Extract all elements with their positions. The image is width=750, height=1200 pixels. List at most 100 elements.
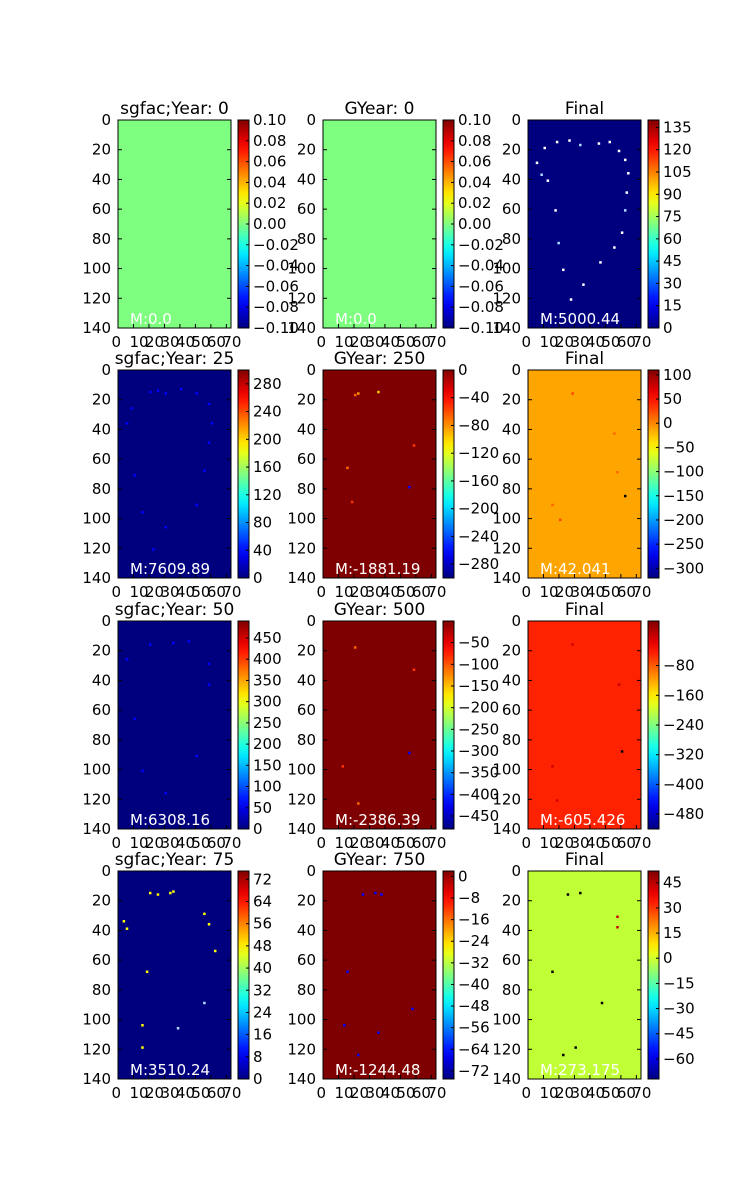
panel-title: Final <box>565 349 604 369</box>
colorbar-tick-label: −400 <box>458 785 499 803</box>
y-tick-label: 40 <box>92 921 111 939</box>
y-tick-label: 20 <box>297 642 316 660</box>
colorbar <box>442 369 455 579</box>
colorbar-tick-label: −0.04 <box>253 257 299 275</box>
colorbar-tick-label: 80 <box>253 514 272 532</box>
colorbar-tick-label: 300 <box>253 693 282 711</box>
heatmap-speck <box>600 1001 604 1005</box>
x-tick-label: 50 <box>601 583 620 601</box>
y-tick-label: 60 <box>297 951 316 969</box>
colorbar-tick-label: 280 <box>253 375 282 393</box>
heatmap-speck <box>411 1007 414 1011</box>
colorbar-tick-label: 30 <box>663 899 682 917</box>
heatmap-speck <box>551 970 554 974</box>
x-tick-label: 30 <box>570 333 589 351</box>
y-tick-label: 20 <box>92 642 111 660</box>
heatmap-speck <box>599 261 602 264</box>
heatmap-speck <box>156 893 160 896</box>
heatmap-speck <box>557 241 560 245</box>
colorbar-tick-label: 0.08 <box>253 132 286 150</box>
heatmap-image <box>528 120 641 328</box>
heatmap-speck <box>172 890 175 893</box>
colorbar-tick-label: −24 <box>458 932 490 950</box>
panel-title: Final <box>565 99 604 119</box>
heatmap-speck <box>597 142 601 145</box>
x-tick-label: 20 <box>145 834 164 852</box>
heatmap-speck <box>374 891 377 895</box>
y-tick-label: 120 <box>492 790 521 808</box>
heatmap-speck <box>627 172 630 175</box>
x-tick-label: 40 <box>586 1084 605 1102</box>
x-tick-label: 60 <box>412 1084 431 1102</box>
x-tick-label: 0 <box>316 834 326 852</box>
axes-frame <box>117 119 232 329</box>
x-tick-label: 60 <box>617 583 636 601</box>
heatmap-speck <box>574 1046 577 1049</box>
colorbar-tick-label: 120 <box>663 141 692 159</box>
colorbar-tick-label: −100 <box>663 463 704 481</box>
y-tick-label: 100 <box>82 510 111 528</box>
y-tick-label: 100 <box>492 761 521 779</box>
y-tick-label: 60 <box>297 200 316 218</box>
x-tick-label: 50 <box>601 1084 620 1102</box>
heatmap-speck <box>613 246 616 249</box>
colorbar-tick-label: 0.02 <box>253 194 286 212</box>
heatmap-speck <box>148 643 152 646</box>
colorbar-tick-label: −50 <box>458 634 490 652</box>
colorbar-tick-label: 100 <box>253 778 282 796</box>
heatmap-speck <box>187 640 191 643</box>
colorbar-tick-label: 90 <box>663 185 682 203</box>
axes-frame <box>527 369 642 579</box>
x-tick-label: 40 <box>586 583 605 601</box>
colorbar-tick-label: −480 <box>663 805 704 823</box>
y-tick-label: 80 <box>92 981 111 999</box>
y-tick-label: 120 <box>287 1040 316 1058</box>
heatmap-speck <box>172 641 175 645</box>
x-tick-label: 40 <box>176 834 195 852</box>
y-tick-label: 120 <box>492 1040 521 1058</box>
y-tick-label: 140 <box>492 319 521 337</box>
mean-value-label: M:0.0 <box>335 310 377 328</box>
x-tick-label: 50 <box>601 333 620 351</box>
y-tick-label: 120 <box>492 289 521 307</box>
x-tick-label: 60 <box>207 583 226 601</box>
y-tick-label: 80 <box>502 981 521 999</box>
colorbar-tick-label: −50 <box>663 438 695 456</box>
colorbar-tick-label: −8 <box>458 889 480 907</box>
heatmap-speck <box>361 893 365 896</box>
x-tick-label: 50 <box>396 834 415 852</box>
heatmap-speck <box>357 802 360 805</box>
heatmap-image <box>323 370 436 578</box>
colorbar-tick-label: 0 <box>663 949 673 967</box>
heatmap-speck <box>213 949 217 953</box>
x-tick-label: 50 <box>601 834 620 852</box>
colorbar <box>237 870 250 1080</box>
x-tick-label: 60 <box>617 1084 636 1102</box>
x-tick-label: 20 <box>145 1084 164 1102</box>
x-tick-label: 60 <box>412 583 431 601</box>
colorbar-tick-label: 250 <box>253 714 282 732</box>
panel-title: GYear: 750 <box>334 850 426 870</box>
x-tick-label: 50 <box>191 1084 210 1102</box>
y-tick-label: 120 <box>492 539 521 557</box>
colorbar-tick-label: −250 <box>458 720 499 738</box>
panel-title: GYear: 500 <box>334 600 426 620</box>
x-tick-label: 60 <box>412 333 431 351</box>
heatmap-speck <box>145 970 149 974</box>
heatmap-speck <box>341 765 345 768</box>
x-tick-label: 0 <box>316 1084 326 1102</box>
x-tick-label: 70 <box>427 333 446 351</box>
heatmap-speck <box>207 441 211 444</box>
y-tick-label: 100 <box>287 761 316 779</box>
heatmap-speck <box>377 390 380 394</box>
colorbar-tick-label: −100 <box>458 655 499 673</box>
y-tick-label: 60 <box>92 951 111 969</box>
colorbar-tick-label: −350 <box>458 764 499 782</box>
heatmap-speck <box>207 683 211 686</box>
